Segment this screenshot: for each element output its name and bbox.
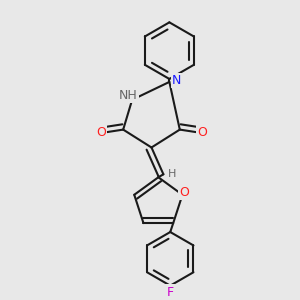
Text: NH: NH (119, 89, 138, 102)
Text: O: O (179, 186, 189, 199)
Text: N: N (172, 74, 182, 87)
Text: H: H (168, 169, 176, 179)
Text: O: O (96, 126, 106, 139)
Text: O: O (197, 126, 207, 139)
Text: F: F (167, 286, 174, 299)
